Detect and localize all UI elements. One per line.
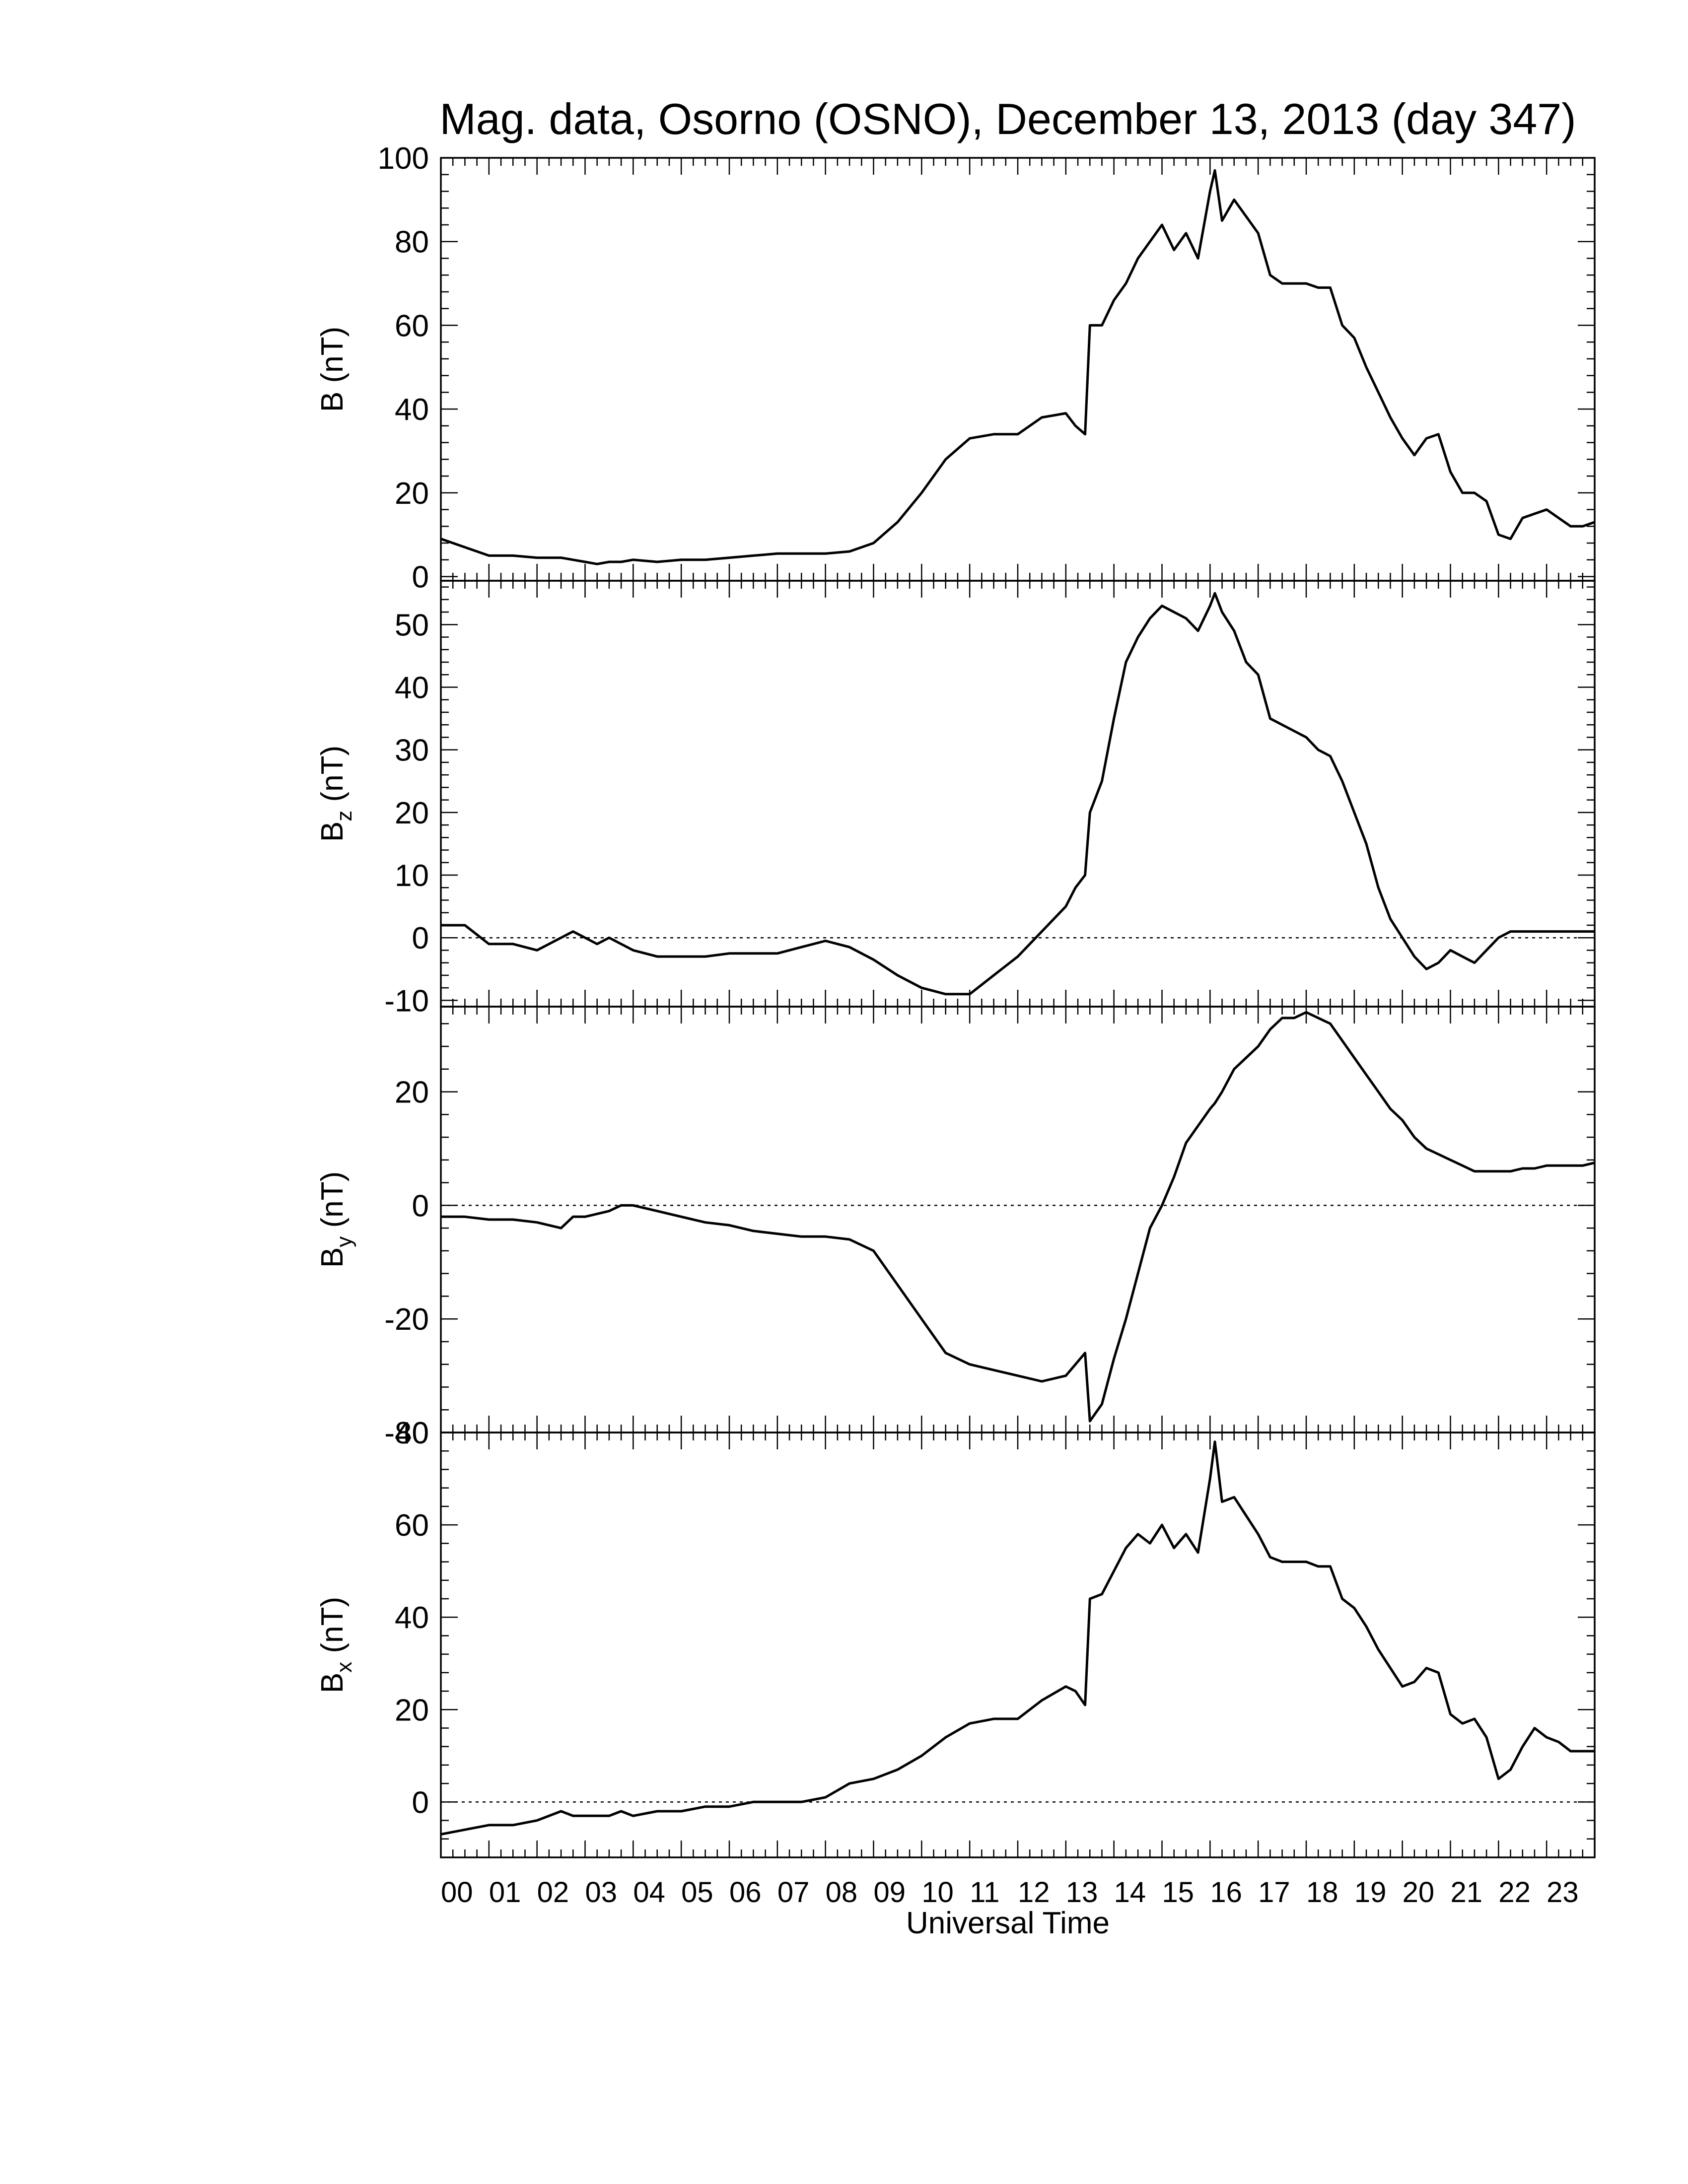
y-tick-label: 20: [395, 1693, 429, 1727]
x-tick-label: 03: [585, 1876, 618, 1909]
y-axis-label-subscript: y: [332, 1236, 356, 1247]
y-tick-label: 60: [395, 1508, 429, 1543]
x-tick-label: 12: [1018, 1876, 1050, 1909]
y-axis-label: Bx (nT): [315, 1597, 356, 1693]
y-axis-label-unit: (nT): [315, 327, 350, 392]
panel-4: 0 20 40 60 80 Bx (nT): [315, 1416, 1596, 1858]
x-tick-label: 09: [874, 1876, 906, 1909]
y-tick-label: -20: [384, 1302, 429, 1337]
x-tick-label: 00: [441, 1876, 473, 1909]
y-axis-label-main: B: [315, 392, 350, 412]
x-tick-label: 04: [633, 1876, 665, 1909]
chart-title: Mag. data, Osorno (OSNO), December 13, 2…: [439, 94, 1576, 143]
y-axis-label: B (nT): [315, 327, 350, 412]
y-tick-label: -40: [384, 1416, 429, 1450]
y-tick-label: 0: [412, 1189, 429, 1223]
y-axis-label: Bz (nT): [315, 746, 356, 842]
y-axis-label-subscript: z: [332, 811, 356, 821]
x-tick-label: 23: [1547, 1876, 1579, 1909]
y-tick-label: 50: [395, 608, 429, 642]
series-line: [440, 169, 1595, 565]
x-tick-label: 17: [1258, 1876, 1290, 1909]
series-line: [441, 1011, 1595, 1423]
y-axis-label-unit: (nT): [315, 1171, 350, 1236]
y-tick-label: 80: [395, 1416, 429, 1450]
x-tick-label: 16: [1210, 1876, 1242, 1909]
y-tick-label: 100: [378, 141, 429, 176]
series-line: [440, 1440, 1595, 1836]
y-axis-label-unit: (nT): [315, 1597, 350, 1662]
x-tick-label: 14: [1114, 1876, 1146, 1909]
x-tick-label: 11: [970, 1876, 999, 1909]
y-tick-label: 80: [395, 225, 429, 260]
x-tick-label: 05: [681, 1876, 713, 1909]
y-tick-label: 30: [395, 734, 429, 768]
panel-frame: [440, 1006, 1596, 1433]
x-tick-label: 13: [1066, 1876, 1098, 1909]
y-axis-label-main: B: [315, 821, 350, 842]
y-tick-label: 20: [395, 477, 429, 511]
x-tick-label: 02: [537, 1876, 569, 1909]
y-tick-label: 0: [412, 1785, 429, 1820]
x-tick-label: 07: [777, 1876, 810, 1909]
panel-frame: [440, 580, 1596, 1008]
y-tick-label: 40: [395, 393, 429, 427]
x-tick-label: 20: [1403, 1876, 1435, 1909]
series-line: [441, 592, 1595, 996]
x-tick-label: 21: [1451, 1876, 1483, 1909]
x-tick-label: 15: [1162, 1876, 1195, 1909]
panel-3: -40 -20 0 20 By (nT): [315, 1006, 1596, 1450]
y-tick-label: -10: [384, 984, 429, 1018]
y-tick-label: 10: [395, 859, 429, 893]
x-axis-label: Universal Time: [906, 1906, 1110, 1940]
y-tick-label: 20: [395, 796, 429, 830]
y-axis-label-unit: (nT): [315, 746, 350, 811]
x-tick-label: 10: [921, 1876, 954, 1909]
y-axis-label-subscript: x: [332, 1662, 356, 1673]
panel-frame: [440, 1432, 1596, 1858]
y-tick-label: 40: [395, 671, 429, 705]
y-tick-label: 20: [395, 1076, 429, 1110]
y-axis-label: By (nT): [315, 1171, 356, 1268]
y-tick-label: 60: [395, 309, 429, 343]
x-tick-label: 19: [1354, 1876, 1387, 1909]
x-tick-label: 22: [1498, 1876, 1531, 1909]
y-tick-label: 40: [395, 1601, 429, 1635]
x-tick-label: 01: [489, 1876, 521, 1909]
panel-1: 0 20 40 60 80 100 B (nT): [315, 141, 1596, 595]
x-tick-label: 06: [729, 1876, 762, 1909]
panel-2: -10 0 10 20 30 40 50 Bz (nT): [315, 580, 1596, 1018]
x-tick-label: 08: [826, 1876, 858, 1909]
panel-frame: [440, 157, 1596, 582]
x-tick-label: 18: [1306, 1876, 1338, 1909]
y-tick-label: 0: [412, 560, 429, 595]
x-tick-labels: 00 01 02 03 04 05 06 07 08 09 10 11 12 13 14 15 16 17 18 19…: [441, 1876, 1579, 1909]
y-tick-label: 0: [412, 921, 429, 956]
y-axis-label-main: B: [315, 1673, 350, 1693]
y-axis-label-main: B: [315, 1247, 350, 1268]
